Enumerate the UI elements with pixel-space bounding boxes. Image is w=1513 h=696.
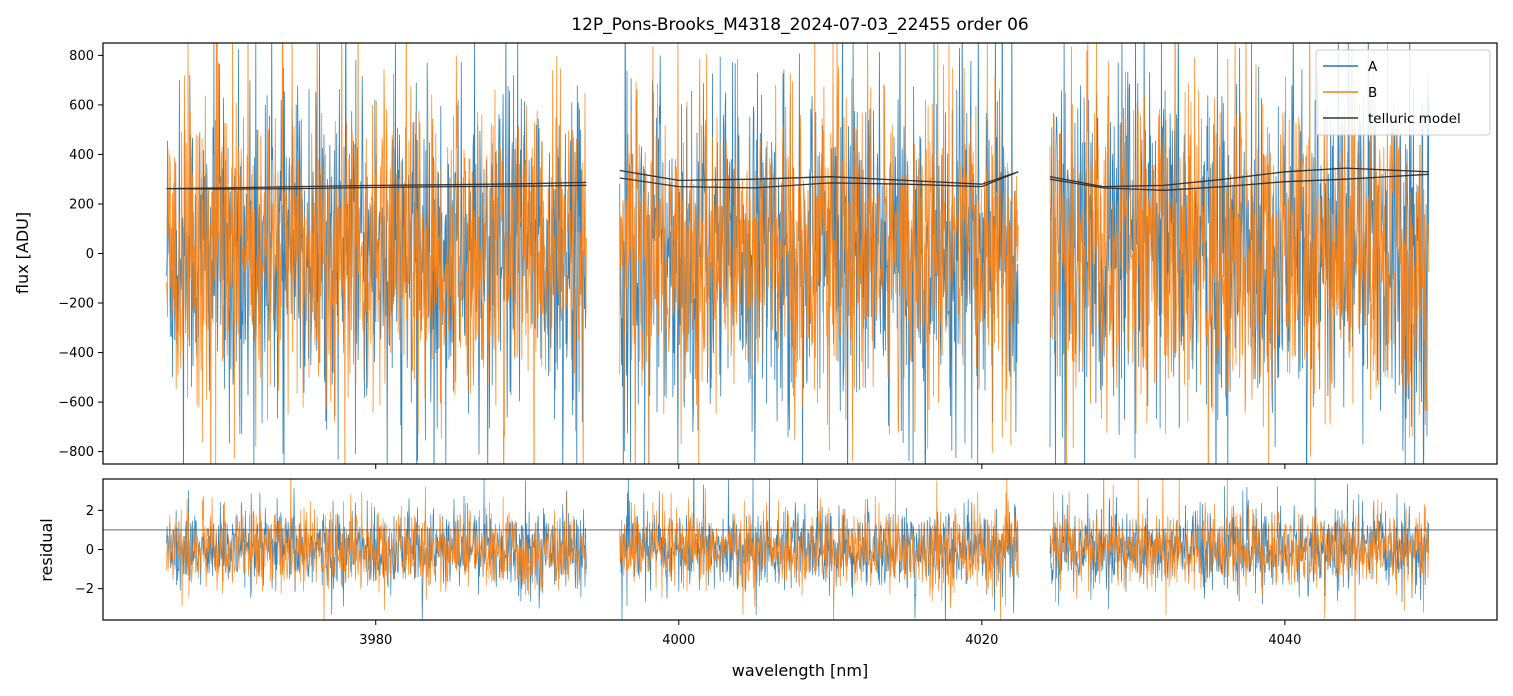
top-y-ticks: −800 −600 −400 −200 0 200 400 600 800 (58, 49, 103, 460)
residual-b-segment-1 (619, 479, 1019, 620)
legend: A B telluric model (1315, 49, 1491, 136)
telluric-model-line-1 (166, 181, 587, 190)
legend-label-b: B (1368, 85, 1377, 101)
top-y-tick-label: 200 (69, 197, 94, 212)
x-tick-label: 4020 (965, 633, 998, 648)
telluric-model-line-4 (1049, 167, 1429, 188)
legend-label-a: A (1368, 59, 1378, 75)
bottom-y-tick-label: 0 (86, 543, 94, 558)
x-tick-label: 4000 (662, 633, 695, 648)
residual-b-segment-2 (1049, 479, 1430, 620)
chart-title: 12P_Pons-Brooks_M4318_2024-07-03_22455 o… (571, 15, 1028, 35)
bottom-y-ticks: −2 0 2 (75, 504, 103, 597)
residual-b-segment-0 (166, 479, 587, 620)
x-tick-label: 3980 (359, 633, 392, 648)
top-y-axis-label: flux [ADU] (13, 212, 32, 294)
residual-a-segment-1 (619, 479, 1019, 620)
series-b-segment-1 (619, 43, 1019, 464)
bottom-y-tick-label: 2 (86, 504, 94, 519)
top-y-tick-label: 800 (69, 49, 94, 64)
top-y-tick-label: −400 (58, 346, 94, 361)
telluric-model-line-3 (619, 171, 1019, 189)
x-axis-label: wavelength [nm] (732, 661, 869, 680)
bottom-x-ticks: 3980 4000 4020 4040 (359, 620, 1301, 648)
series-b-segment-0 (166, 43, 587, 464)
telluric-model-line-5 (1049, 173, 1429, 191)
top-y-tick-label: −600 (58, 396, 94, 411)
bottom-panel: −2 0 2 3980 4000 4020 4040 residual wavelengt… (37, 478, 1498, 680)
x-tick-label: 4040 (1268, 633, 1301, 648)
top-y-tick-label: 600 (69, 98, 94, 113)
top-x-ticks (375, 464, 1286, 469)
legend-label-telluric: telluric model (1368, 111, 1461, 127)
bottom-y-axis-label: residual (37, 518, 56, 581)
telluric-model-line-2 (619, 169, 1019, 185)
top-y-tick-label: 0 (86, 247, 94, 262)
top-y-tick-label: −200 (58, 297, 94, 312)
telluric-model-line-0 (166, 184, 587, 190)
legend-frame (1315, 49, 1491, 136)
top-plot-area (166, 43, 1430, 464)
bottom-plot-area (103, 479, 1497, 620)
series-b-segment-2 (1049, 43, 1430, 464)
top-y-tick-label: −800 (58, 445, 94, 460)
top-panel: −800 −600 −400 −200 0 200 400 600 800 flux [ADU]… (13, 42, 1498, 469)
bottom-y-tick-label: −2 (75, 582, 94, 597)
top-y-tick-label: 400 (69, 148, 94, 163)
